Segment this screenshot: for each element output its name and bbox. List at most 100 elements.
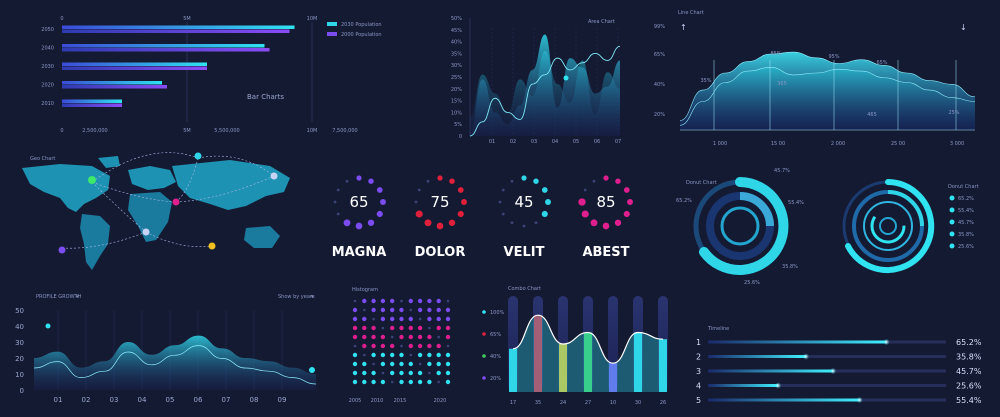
histogram-dot bbox=[362, 370, 367, 376]
kpi-dot bbox=[581, 210, 589, 218]
timeline-handle bbox=[829, 367, 837, 375]
map-pin-icon[interactable] bbox=[194, 152, 202, 160]
combo-y-tick: 100% bbox=[490, 310, 505, 316]
arrow-up-icon[interactable]: ↑ bbox=[680, 23, 687, 32]
geo-pins[interactable] bbox=[58, 152, 278, 254]
histogram-dot bbox=[390, 361, 395, 367]
timeline-track bbox=[708, 384, 946, 387]
bar-bottom-tick: 0 bbox=[60, 128, 63, 134]
combo-x-tick: 24 bbox=[560, 400, 566, 406]
kpi-dot bbox=[510, 221, 514, 225]
profile-y-tick: 30 bbox=[15, 339, 24, 347]
histogram-dot bbox=[372, 317, 375, 321]
kpi-dot bbox=[376, 187, 383, 193]
histogram-dot bbox=[390, 380, 394, 384]
line-y-tick: 40% bbox=[654, 82, 665, 88]
kpi-name: VELIT bbox=[504, 245, 545, 260]
profile-y-tick: 20 bbox=[15, 355, 24, 363]
histogram-title: Histogram bbox=[352, 287, 378, 293]
map-pin-icon[interactable] bbox=[270, 172, 278, 180]
histogram-dot bbox=[352, 325, 358, 331]
profile-y-tick: 0 bbox=[20, 387, 24, 395]
combo-tick-dot bbox=[482, 310, 486, 314]
histogram-dot bbox=[381, 326, 385, 330]
map-pin-icon[interactable] bbox=[142, 228, 150, 236]
histogram-dot bbox=[390, 307, 395, 313]
timeline-row: 1 65.2% bbox=[696, 338, 982, 347]
profile-x-tick: 08 bbox=[250, 396, 259, 404]
kpi-dot bbox=[426, 179, 430, 183]
area-x-tick: 07 bbox=[615, 139, 621, 145]
kpi-dot bbox=[522, 224, 526, 228]
map-pin-icon[interactable] bbox=[58, 246, 66, 254]
kpi-value: 65 bbox=[349, 193, 368, 211]
kpi-dot bbox=[627, 199, 633, 205]
kpi-dot bbox=[367, 219, 375, 226]
kpi-dot bbox=[333, 200, 337, 204]
histogram-dot bbox=[390, 352, 395, 358]
kpi-abest: 85 ABEST bbox=[578, 175, 633, 260]
line-annotation: 65% bbox=[876, 60, 887, 66]
timeline-value: 35.8% bbox=[956, 353, 982, 362]
bar-2040-2030 bbox=[62, 44, 265, 48]
histogram-dot bbox=[445, 307, 451, 313]
histogram-dot bbox=[390, 370, 395, 376]
donut-2-legend-label: 65.2% bbox=[958, 196, 974, 202]
donut-chart-1: Donut Chart 45.7% 55.4% 35.8% 25.6% 65.2% bbox=[676, 168, 804, 286]
profile-x-tick: 03 bbox=[110, 396, 119, 404]
histogram-chart: Histogram 2005 2010 2015 2020 bbox=[349, 287, 451, 404]
bar-bottom-tick: 2,500,000 bbox=[82, 128, 107, 134]
timeline-track bbox=[708, 355, 946, 358]
donut-1-label: 25.6% bbox=[744, 280, 760, 286]
line-annotation: 85% bbox=[770, 51, 781, 57]
kpi-dot bbox=[448, 219, 456, 226]
show-by-years-select[interactable]: Show by years bbox=[278, 294, 315, 300]
kpi-dot bbox=[590, 219, 598, 227]
map-pin-icon[interactable] bbox=[88, 176, 96, 184]
histogram-dot bbox=[353, 344, 357, 348]
histogram-dot bbox=[371, 325, 376, 331]
histogram-x-tick: 2005 bbox=[349, 398, 362, 404]
combo-x-tick: 17 bbox=[510, 400, 516, 406]
bar-2050-2000 bbox=[62, 29, 290, 33]
kpi-dot bbox=[343, 219, 351, 227]
kpi-dot bbox=[578, 198, 586, 206]
bar-category-label: 2020 bbox=[41, 83, 54, 89]
legend-dot bbox=[949, 207, 955, 213]
histogram-dot bbox=[437, 380, 441, 384]
chevron-down-icon[interactable]: ▾ bbox=[76, 294, 79, 300]
line-x-tick: 1 000 bbox=[713, 141, 727, 147]
histogram-dot bbox=[352, 316, 358, 322]
area-x-tick: 05 bbox=[573, 139, 579, 145]
legend-label: 2030 Population bbox=[341, 22, 382, 28]
kpi-dot bbox=[376, 210, 383, 218]
arrow-down-icon[interactable]: ↓ bbox=[960, 23, 967, 32]
chevron-down-icon[interactable]: ▾ bbox=[311, 294, 314, 300]
histogram-dot bbox=[427, 307, 432, 313]
profile-area bbox=[34, 335, 316, 390]
histogram-dot bbox=[428, 326, 431, 330]
histogram-dot bbox=[417, 370, 423, 376]
combo-x-tick: 35 bbox=[535, 400, 541, 406]
timeline-bar bbox=[708, 398, 860, 402]
map-pin-icon[interactable] bbox=[172, 198, 180, 206]
histogram-dot bbox=[445, 361, 451, 367]
kpi-dot bbox=[602, 222, 610, 230]
donut-1-ring-inner bbox=[739, 192, 774, 227]
histogram-dot bbox=[371, 343, 376, 349]
timeline-row: 3 45.7% bbox=[696, 367, 982, 376]
world-map bbox=[22, 156, 290, 270]
histogram-dot bbox=[408, 325, 413, 331]
combo-tick-dot bbox=[482, 354, 486, 358]
histogram-dot bbox=[417, 298, 423, 304]
bar-chart-legend: 2030 Population 2000 Population bbox=[327, 22, 382, 38]
kpi-dot bbox=[415, 210, 423, 218]
timeline-bar bbox=[708, 384, 779, 387]
histogram-dot bbox=[371, 307, 376, 313]
histogram-dot bbox=[408, 370, 413, 376]
histogram-dot bbox=[427, 334, 432, 340]
map-pin-icon[interactable] bbox=[208, 242, 216, 250]
histogram-dot bbox=[427, 343, 432, 349]
profile-x-tick: 04 bbox=[138, 396, 147, 404]
combo-bar-24 bbox=[559, 344, 567, 392]
